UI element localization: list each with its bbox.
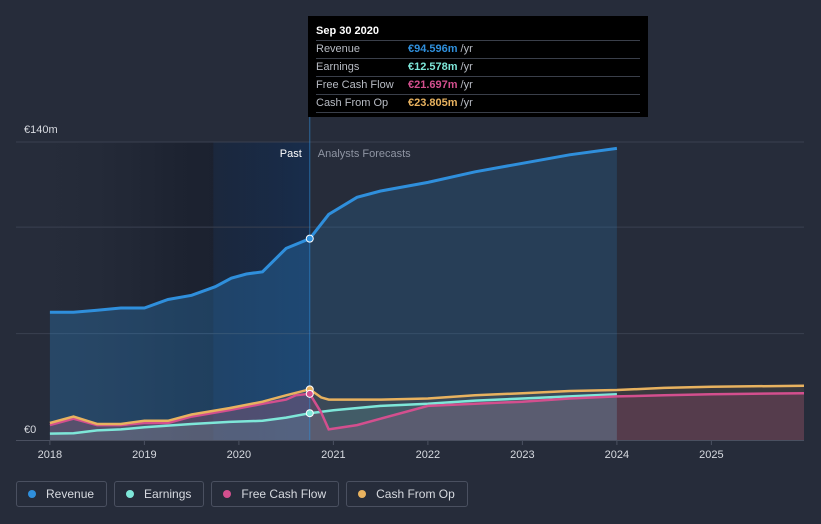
legend-label: Revenue bbox=[46, 487, 95, 501]
data-tooltip: Sep 30 2020 Revenue €94.596m /yr Earning… bbox=[308, 16, 648, 117]
revenue-forecast-area bbox=[309, 148, 617, 440]
legend-dot-icon bbox=[126, 490, 135, 498]
revenue-past-area bbox=[49, 238, 310, 440]
x-tick-label: 2018 bbox=[38, 449, 62, 461]
tooltip-value: €12.578m bbox=[408, 61, 458, 73]
forecast-label: Analysts Forecasts bbox=[318, 148, 411, 160]
tooltip-value: €23.805m bbox=[408, 97, 458, 109]
legend-label: Cash From Op bbox=[376, 487, 455, 501]
tooltip-unit: /yr bbox=[460, 97, 473, 109]
marker-free-cash-flow bbox=[305, 389, 314, 398]
legend: Revenue Earnings Free Cash Flow Cash Fro… bbox=[16, 481, 468, 507]
legend-item-cash-from-op[interactable]: Cash From Op bbox=[346, 481, 468, 507]
tooltip-row-earnings: Earnings €12.578m /yr bbox=[316, 58, 640, 76]
tooltip-row-free-cash-flow: Free Cash Flow €21.697m /yr bbox=[316, 76, 640, 94]
marker-earnings bbox=[305, 409, 314, 418]
marker-revenue bbox=[305, 234, 314, 243]
revenue-line bbox=[49, 146, 618, 314]
tooltip-row-cash-from-op: Cash From Op €23.805m /yr bbox=[316, 94, 640, 113]
x-tick-label: 2022 bbox=[416, 449, 440, 461]
y-axis-bottom-label: €0 bbox=[24, 424, 36, 436]
x-tick-label: 2020 bbox=[227, 449, 251, 461]
free-cash-flow-area bbox=[49, 393, 804, 440]
x-tick-label: 2023 bbox=[510, 449, 534, 461]
tooltip-value: €21.697m bbox=[408, 79, 458, 91]
legend-dot-icon bbox=[223, 490, 232, 498]
tooltip-date: Sep 30 2020 bbox=[316, 25, 379, 37]
tooltip-unit: /yr bbox=[460, 61, 473, 73]
x-tick-label: 2021 bbox=[321, 449, 345, 461]
earnings-line bbox=[49, 392, 617, 435]
tooltip-label: Free Cash Flow bbox=[316, 79, 394, 91]
x-tick-label: 2025 bbox=[699, 449, 723, 461]
legend-item-earnings[interactable]: Earnings bbox=[114, 481, 205, 507]
tooltip-value: €94.596m bbox=[408, 43, 458, 55]
tooltip-label: Revenue bbox=[316, 43, 361, 55]
tooltip-unit: /yr bbox=[460, 43, 473, 55]
tooltip-label: Cash From Op bbox=[316, 97, 389, 109]
earnings-area bbox=[49, 394, 617, 440]
legend-dot-icon bbox=[28, 490, 36, 498]
past-region-highlight bbox=[213, 142, 310, 440]
tooltip-unit: /yr bbox=[460, 79, 473, 91]
tooltip-label: Earnings bbox=[316, 61, 360, 73]
legend-dot-icon bbox=[358, 490, 367, 498]
free-cash-flow-line bbox=[49, 391, 805, 431]
legend-label: Earnings bbox=[144, 487, 192, 501]
legend-item-free-cash-flow[interactable]: Free Cash Flow bbox=[211, 481, 340, 507]
x-tick-label: 2024 bbox=[605, 449, 629, 461]
cash-from-op-line bbox=[49, 384, 805, 426]
past-label: Past bbox=[280, 148, 302, 160]
cash-from-op-area bbox=[49, 385, 804, 440]
x-tick-label: 2019 bbox=[132, 449, 156, 461]
legend-label: Free Cash Flow bbox=[241, 487, 327, 501]
legend-item-revenue[interactable]: Revenue bbox=[16, 481, 108, 507]
tooltip-row-revenue: Revenue €94.596m /yr bbox=[316, 40, 640, 58]
y-axis-top-label: €140m bbox=[24, 124, 58, 136]
